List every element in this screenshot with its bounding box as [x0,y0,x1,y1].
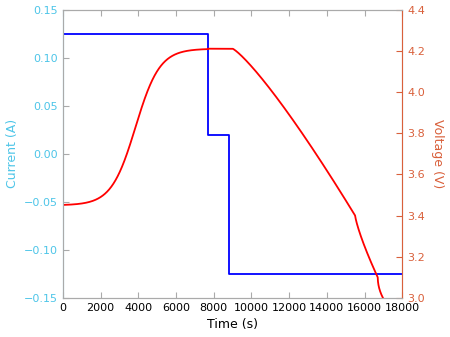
X-axis label: Time (s): Time (s) [207,318,258,332]
Y-axis label: Current (A): Current (A) [5,119,18,188]
Y-axis label: Voltage (V): Voltage (V) [432,119,445,188]
